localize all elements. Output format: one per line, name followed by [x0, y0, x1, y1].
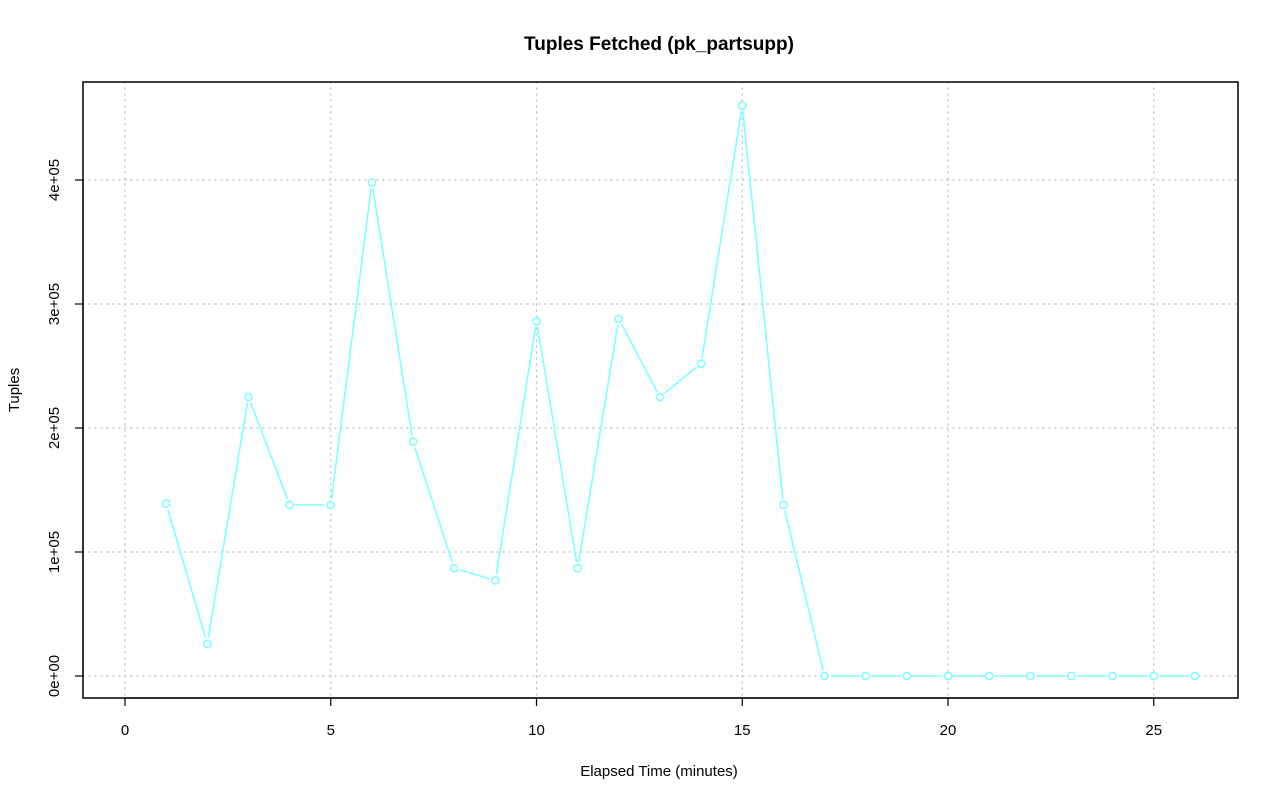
- series-line-segment: [167, 509, 207, 639]
- y-tick-label: 1e+05: [46, 531, 63, 573]
- series-line-segment: [207, 402, 249, 638]
- data-point: [285, 500, 294, 510]
- data-point: [490, 576, 500, 585]
- data-point: [696, 359, 706, 368]
- data-point: [1025, 671, 1035, 681]
- x-tick-label: 0: [121, 722, 129, 739]
- series-line-segment: [577, 324, 619, 563]
- y-tick-label: 2e+05: [46, 407, 63, 449]
- series-line-segment: [372, 188, 413, 436]
- series-line-segment: [249, 402, 289, 500]
- data-point: [161, 499, 171, 509]
- data-point: [861, 671, 871, 681]
- series-line-segment: [330, 188, 372, 500]
- series-line-segment: [536, 327, 578, 563]
- y-tick-label: 3e+05: [46, 283, 63, 325]
- series-line-segment: [742, 111, 784, 499]
- data-point: [1149, 671, 1159, 681]
- data-point: [573, 563, 583, 573]
- y-tick-label: 0e+00: [46, 655, 63, 697]
- series-0: [161, 101, 1200, 681]
- series-line-segment: [664, 366, 697, 394]
- series-line-segment: [784, 510, 824, 671]
- y-axis: 0e+00 1e+05 2e+05 3e+05 4e+05: [46, 159, 84, 697]
- data-point: [532, 316, 541, 326]
- data-point: [902, 671, 912, 681]
- data-point: [367, 178, 377, 187]
- x-tick-label: 10: [528, 722, 545, 739]
- data-point: [820, 671, 829, 681]
- data-point: [244, 392, 253, 402]
- x-tick-label: 25: [1145, 722, 1162, 739]
- series-line-segment: [495, 327, 537, 575]
- data-point: [779, 500, 788, 510]
- series-line-segment: [620, 323, 658, 393]
- x-tick-label: 5: [327, 722, 335, 739]
- data-point: [449, 563, 459, 573]
- series-line-segment: [459, 569, 490, 580]
- data-point: [984, 671, 994, 681]
- data-point: [737, 101, 747, 110]
- data-point: [655, 392, 665, 402]
- x-tick-label: 20: [940, 722, 957, 739]
- data-point: [408, 437, 418, 447]
- x-axis: 0 5 10 15 20 25: [121, 697, 1162, 739]
- data-point: [1067, 671, 1076, 681]
- y-axis-label: Tuples: [6, 368, 23, 412]
- data-point: [614, 314, 624, 324]
- grid: [82, 81, 1239, 699]
- data-point: [943, 671, 953, 681]
- chart-title: Tuples Fetched (pk_partsupp): [524, 34, 794, 55]
- series-line-segment: [701, 111, 743, 358]
- data-point: [1190, 671, 1200, 681]
- series-layer: [161, 101, 1200, 681]
- data-point: [202, 639, 212, 649]
- plot-frame: [82, 81, 1239, 699]
- data-point: [326, 500, 336, 510]
- x-axis-label: Elapsed Time (minutes): [580, 763, 738, 780]
- data-point: [1108, 671, 1117, 681]
- series-line-segment: [414, 447, 454, 563]
- x-tick-label: 15: [734, 722, 751, 739]
- y-tick-label: 4e+05: [46, 159, 63, 201]
